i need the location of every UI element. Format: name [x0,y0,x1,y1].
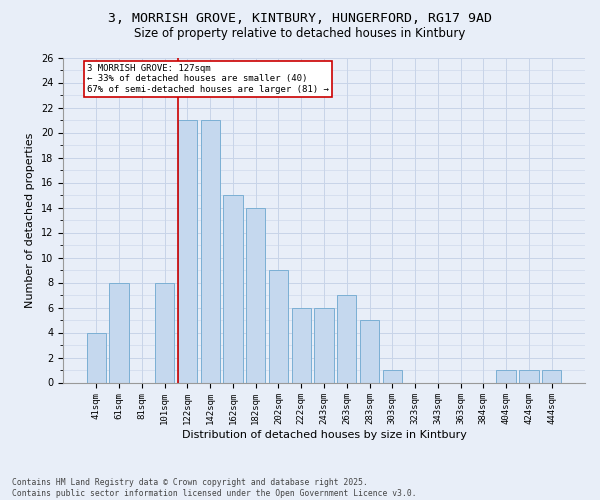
Bar [200,120,220,382]
Bar [87,332,106,382]
Y-axis label: Number of detached properties: Number of detached properties [25,132,35,308]
Bar [178,120,197,382]
Bar [292,308,311,382]
Bar [542,370,561,382]
Bar [109,282,129,382]
Bar [269,270,288,382]
Text: 3 MORRISH GROVE: 127sqm
← 33% of detached houses are smaller (40)
67% of semi-de: 3 MORRISH GROVE: 127sqm ← 33% of detache… [87,64,329,94]
Bar [223,195,242,382]
Bar [360,320,379,382]
Bar [519,370,539,382]
Bar [155,282,175,382]
X-axis label: Distribution of detached houses by size in Kintbury: Distribution of detached houses by size … [182,430,466,440]
Text: Contains HM Land Registry data © Crown copyright and database right 2025.
Contai: Contains HM Land Registry data © Crown c… [12,478,416,498]
Bar [314,308,334,382]
Bar [383,370,402,382]
Text: Size of property relative to detached houses in Kintbury: Size of property relative to detached ho… [134,28,466,40]
Bar [337,295,356,382]
Bar [496,370,516,382]
Bar [246,208,265,382]
Text: 3, MORRISH GROVE, KINTBURY, HUNGERFORD, RG17 9AD: 3, MORRISH GROVE, KINTBURY, HUNGERFORD, … [108,12,492,26]
